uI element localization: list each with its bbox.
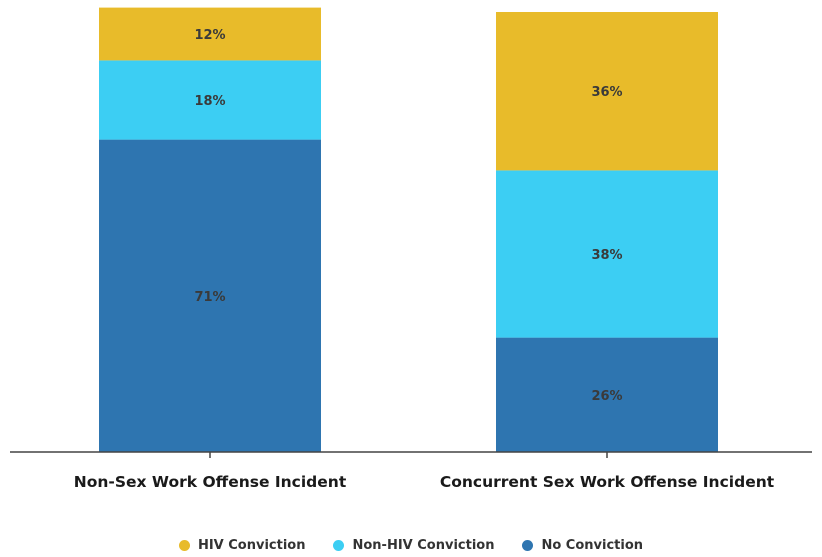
stacked-bar-chart: 71% 18% 12% 26% 38% 36% Non-Sex Work Offense … [10,7,812,491]
data-label: 12% [194,28,225,43]
legend-item-non-hiv-conviction: Non-HIV Conviction [333,538,494,553]
data-label: 18% [194,94,225,109]
bar-segment [99,60,321,140]
x-ticks-group [209,452,608,458]
data-label: 26% [591,389,622,404]
legend-swatch-no-conviction [522,539,534,551]
legend-item-hiv-conviction: HIV Conviction [178,537,306,553]
legend-swatch-non-hiv-conviction [333,539,345,551]
legend: HIV Conviction Non-HIV Conviction No Con… [0,533,822,557]
legend-swatch-hiv-conviction [178,539,190,551]
bars-group [99,7,718,452]
data-label: 38% [591,248,622,263]
category-label: Concurrent Sex Work Offense Incident [440,473,775,491]
bar-segment [496,170,718,338]
bar-segment [99,139,321,452]
data-label: 36% [591,85,622,100]
bar-segment [496,12,718,171]
legend-item-no-conviction: No Conviction [522,538,643,553]
legend-label: No Conviction [541,537,644,553]
data-label: 71% [194,290,225,305]
legend-label: HIV Conviction [197,537,306,553]
category-labels-group: Non-Sex Work Offense Incident Concurrent … [74,473,775,491]
bar-segment [496,337,718,452]
bar-segment [99,7,321,61]
segment-labels-group: 71% 18% 12% 26% 38% 36% [194,28,622,404]
legend-label: Non-HIV Conviction [352,537,495,553]
category-label: Non-Sex Work Offense Incident [74,473,347,491]
